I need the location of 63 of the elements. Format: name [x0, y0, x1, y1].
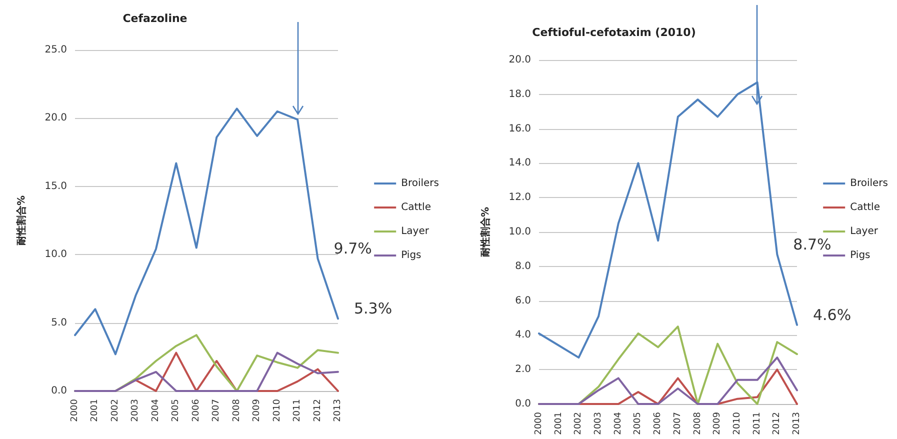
y-tick-label: 8.0 — [515, 260, 531, 272]
legend-label: Pigs — [401, 250, 422, 261]
y-tick-label: 5.0 — [51, 317, 67, 328]
x-tick-label: 2008 — [692, 412, 703, 435]
x-tick-label: 2009 — [252, 398, 262, 422]
y-tick-label: 25.0 — [44, 44, 67, 56]
x-tick-label: 2001 — [90, 399, 100, 422]
y-tick-label: 10.0 — [44, 249, 67, 260]
x-tick-label: 2011 — [752, 412, 762, 435]
x-tick-label: 2004 — [613, 412, 624, 435]
x-tick-label: 2006 — [653, 412, 664, 435]
y-tick-label: 20.0 — [508, 54, 531, 66]
x-tick-label: 2002 — [574, 412, 584, 435]
y-tick-label: 2.0 — [515, 364, 531, 376]
annotation: 8.7% — [793, 235, 832, 254]
annotation: 9.7% — [334, 240, 372, 258]
y-tick-label: 14.0 — [508, 158, 531, 169]
y-tick-label: 4.0 — [515, 330, 531, 341]
x-tick-label: 2005 — [171, 399, 182, 422]
y-tick-label: 10.0 — [508, 226, 531, 238]
x-tick-label: 2013 — [792, 412, 802, 435]
legend-label: Layer — [850, 226, 879, 237]
x-tick-label: 2001 — [554, 412, 564, 435]
line-series — [74, 352, 339, 392]
x-tick-label: 2012 — [312, 399, 323, 422]
y-axis-title: 耐性割合% — [16, 195, 28, 246]
legend-label: Cattle — [850, 202, 880, 213]
chart-title: Ceftioful-cefotaxim (2010) — [532, 26, 696, 39]
x-tick-label: 2010 — [732, 412, 742, 435]
legend-label: Broilers — [401, 178, 440, 189]
x-tick-label: 2012 — [772, 412, 782, 435]
x-tick-label: 2000 — [70, 398, 80, 422]
x-tick-label: 2003 — [130, 399, 141, 422]
y-tick-label: 6.0 — [515, 295, 531, 306]
x-tick-label: 2007 — [212, 399, 222, 422]
y-tick-label: 18.0 — [508, 88, 531, 100]
legend-label: Cattle — [401, 202, 431, 213]
y-tick-label: 15.0 — [44, 180, 67, 192]
x-tick-label: 2004 — [150, 398, 161, 422]
y-tick-label: 20.0 — [44, 112, 67, 124]
x-tick-label: 2008 — [232, 398, 242, 422]
annotation: 5.3% — [354, 300, 392, 318]
chart-title: Cefazoline — [122, 12, 188, 25]
y-axis-title: 耐性割合% — [480, 206, 492, 258]
x-tick-label: 2010 — [272, 398, 282, 422]
legend-label: Pigs — [850, 250, 870, 261]
y-tick-label: 16.0 — [508, 123, 531, 134]
y-tick-label: 12.0 — [508, 192, 531, 204]
x-tick-label: 2003 — [594, 412, 604, 435]
y-tick-label: 0.0 — [51, 386, 67, 396]
x-tick-label: 2000 — [534, 412, 544, 435]
legend-label: Broilers — [850, 178, 888, 189]
x-tick-label: 2013 — [333, 399, 343, 422]
x-tick-label: 2002 — [110, 399, 120, 422]
line-series — [538, 356, 798, 405]
x-tick-label: 2009 — [712, 412, 723, 435]
annotation: 4.6% — [813, 306, 852, 324]
legend-label: Layer — [401, 226, 430, 237]
x-tick-label: 2005 — [633, 412, 644, 435]
x-tick-label: 2011 — [292, 399, 303, 422]
y-tick-label: 0.0 — [515, 398, 531, 410]
x-tick-label: 2007 — [672, 412, 683, 435]
x-tick-label: 2006 — [191, 398, 202, 422]
